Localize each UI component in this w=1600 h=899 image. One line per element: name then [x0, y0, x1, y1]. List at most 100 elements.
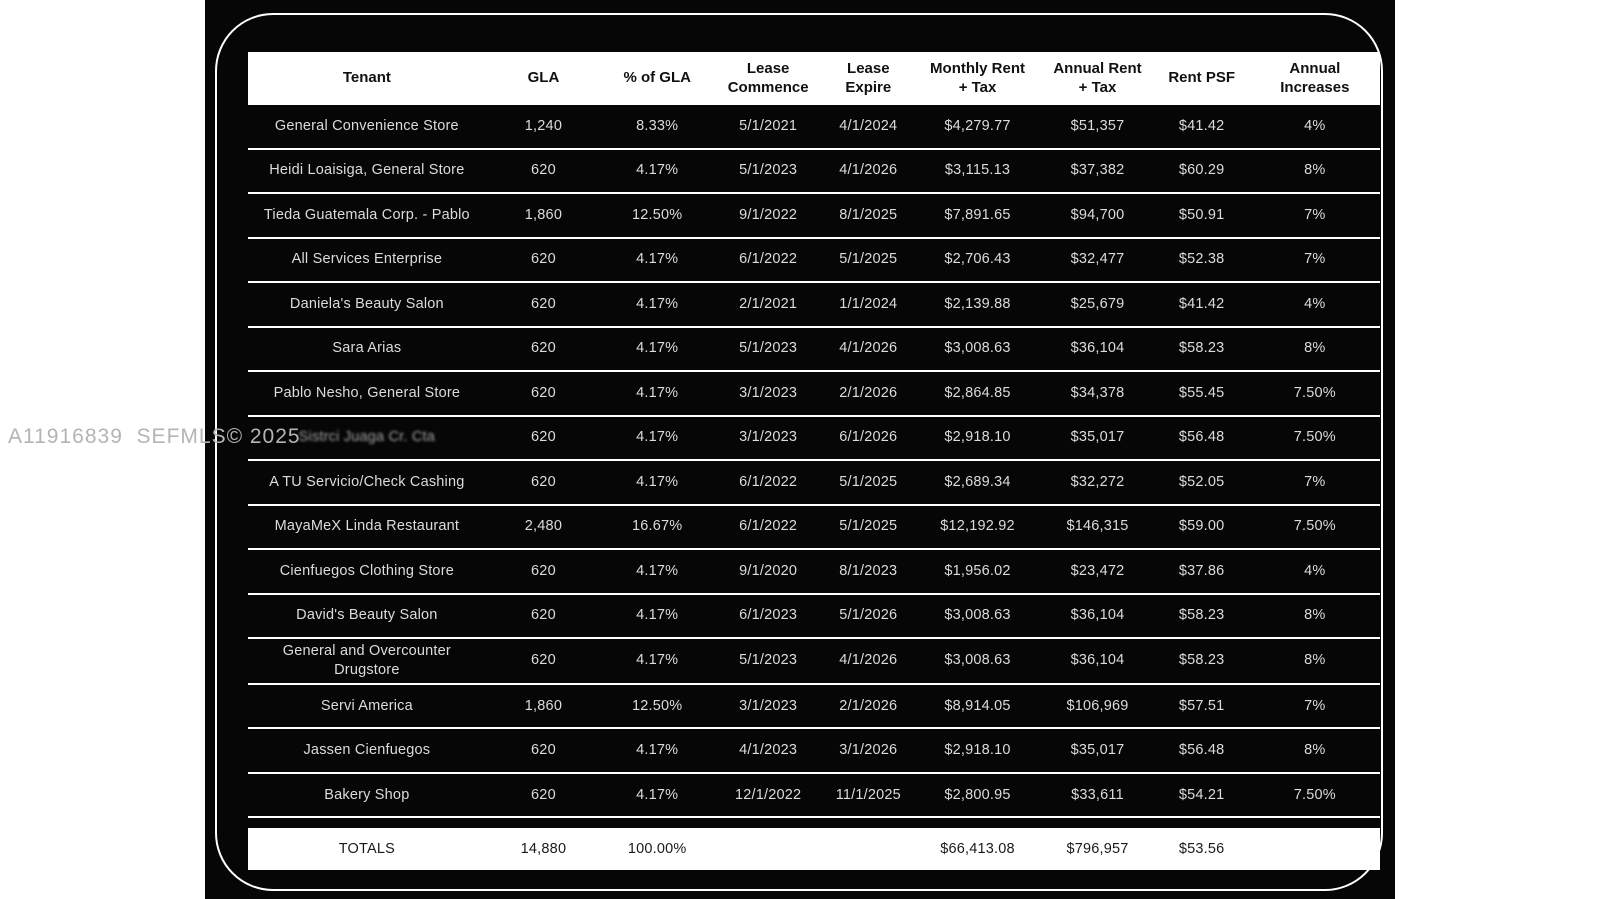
- totals-annual-rent: $796,957: [1066, 840, 1129, 857]
- rent-psf-cell: $41.42: [1178, 117, 1225, 134]
- annual-increase-cell: 8%: [1304, 162, 1326, 179]
- annual-rent-cell: $36,104: [1070, 340, 1125, 357]
- lease-expire-cell: 4/1/2026: [839, 162, 898, 179]
- gla-cell: 620: [531, 607, 556, 624]
- header-rent-psf: Rent PSF: [1168, 69, 1235, 87]
- lease-commence-cell: 5/1/2023: [739, 162, 798, 179]
- table-row: General Convenience Store 1,240 8.33% 5/…: [248, 105, 1380, 150]
- annual-increase-cell: 8%: [1304, 652, 1326, 669]
- table-row: Pablo Nesho, General Store 620 4.17% 3/1…: [248, 372, 1380, 417]
- totals-monthly-rent: $66,413.08: [940, 840, 1015, 857]
- rent-roll-table: Tenant GLA % of GLA Lease Commence Lease…: [248, 52, 1380, 871]
- pct-gla-cell: 4.17%: [636, 162, 679, 179]
- annual-increase-cell: 8%: [1304, 340, 1326, 357]
- lease-expire-cell: 11/1/2025: [835, 786, 901, 803]
- pct-gla-cell: 4.17%: [636, 652, 679, 669]
- rent-psf-cell: $41.42: [1178, 295, 1225, 312]
- totals-pct-gla: 100.00%: [627, 840, 687, 857]
- tenant-cell: Sara Arias: [332, 340, 402, 357]
- header-annual-increases: Annual Increases: [1280, 59, 1350, 96]
- annual-rent-cell: $36,104: [1070, 652, 1125, 669]
- table-row: A TU Servicio/Check Cashing 620 4.17% 6/…: [248, 461, 1380, 506]
- rent-psf-cell: $59.00: [1178, 518, 1225, 535]
- totals-lease-commence: [713, 846, 823, 852]
- lease-commence-cell: 3/1/2023: [739, 697, 798, 714]
- annual-increase-cell: 7.50%: [1293, 518, 1336, 535]
- gla-cell: 620: [531, 384, 556, 401]
- gla-cell: 2,480: [524, 518, 563, 535]
- annual-rent-cell: $23,472: [1070, 562, 1125, 579]
- table-row: MayaMeX Linda Restaurant 2,480 16.67% 6/…: [248, 506, 1380, 550]
- table-body: General Convenience Store 1,240 8.33% 5/…: [248, 105, 1380, 819]
- monthly-rent-cell: $3,008.63: [944, 607, 1011, 624]
- annual-increase-cell: 7%: [1304, 251, 1326, 268]
- monthly-rent-cell: $2,689.34: [944, 473, 1011, 490]
- lease-expire-cell: 2/1/2026: [839, 697, 898, 714]
- gla-cell: 620: [531, 295, 556, 312]
- header-pct-gla: % of GLA: [623, 69, 691, 87]
- annual-increase-cell: 4%: [1304, 295, 1326, 312]
- pct-gla-cell: 12.50%: [632, 206, 683, 223]
- lease-expire-cell: 5/1/2025: [839, 473, 898, 490]
- annual-increase-cell: 4%: [1304, 562, 1326, 579]
- rent-psf-cell: $54.21: [1178, 786, 1225, 803]
- annual-increase-cell: 4%: [1304, 117, 1326, 134]
- annual-rent-cell: $106,969: [1066, 697, 1129, 714]
- tenant-cell: Bakery Shop: [324, 786, 410, 803]
- table-header-row: Tenant GLA % of GLA Lease Commence Lease…: [248, 52, 1380, 105]
- annual-increase-cell: 7%: [1304, 473, 1326, 490]
- tenant-cell: General Convenience Store: [274, 117, 459, 134]
- annual-rent-cell: $35,017: [1070, 429, 1125, 446]
- totals-gla: 14,880: [520, 840, 567, 857]
- lease-commence-cell: 3/1/2023: [739, 384, 798, 401]
- pct-gla-cell: 4.17%: [636, 607, 679, 624]
- annual-increase-cell: 7.50%: [1293, 384, 1336, 401]
- monthly-rent-cell: $7,891.65: [944, 206, 1011, 223]
- tenant-cell: Servi America: [320, 697, 413, 714]
- header-gla: GLA: [527, 69, 560, 87]
- rent-psf-cell: $52.38: [1178, 251, 1225, 268]
- lease-expire-cell: 1/1/2024: [839, 295, 898, 312]
- gla-cell: 620: [531, 162, 556, 179]
- monthly-rent-cell: $2,918.10: [944, 742, 1011, 759]
- table-row: Sistrci Juaga Cr. Cta 620 4.17% 3/1/2023…: [248, 417, 1380, 461]
- annual-rent-cell: $35,017: [1070, 742, 1125, 759]
- tenant-cell: Pablo Nesho, General Store: [273, 384, 461, 401]
- lease-commence-cell: 4/1/2023: [739, 742, 798, 759]
- totals-annual-increase: [1250, 846, 1380, 852]
- lease-commence-cell: 6/1/2022: [739, 251, 798, 268]
- monthly-rent-cell: $3,115.13: [944, 162, 1011, 179]
- mls-watermark: A11916839 SEFMLS© 2025: [8, 425, 301, 448]
- annual-rent-cell: $25,679: [1070, 295, 1125, 312]
- annual-increase-cell: 7%: [1304, 697, 1326, 714]
- monthly-rent-cell: $4,279.77: [944, 117, 1011, 134]
- gla-cell: 620: [531, 340, 556, 357]
- lease-expire-cell: 5/1/2025: [839, 251, 898, 268]
- lease-commence-cell: 6/1/2023: [739, 607, 798, 624]
- rent-psf-cell: $60.29: [1178, 162, 1225, 179]
- monthly-rent-cell: $3,008.63: [944, 652, 1011, 669]
- monthly-rent-cell: $3,008.63: [944, 340, 1011, 357]
- gla-cell: 620: [531, 786, 556, 803]
- lease-commence-cell: 9/1/2020: [739, 562, 798, 579]
- monthly-rent-cell: $1,956.02: [944, 562, 1011, 579]
- header-lease-commence: Lease Commence: [727, 59, 809, 96]
- lease-expire-cell: 5/1/2026: [839, 607, 898, 624]
- pct-gla-cell: 4.17%: [636, 384, 679, 401]
- table-row: Daniela's Beauty Salon 620 4.17% 2/1/202…: [248, 283, 1380, 328]
- lease-expire-cell: 4/1/2026: [839, 340, 898, 357]
- tenant-cell: Cienfuegos Clothing Store: [279, 562, 454, 579]
- lease-expire-cell: 5/1/2025: [839, 518, 898, 535]
- table-row: David's Beauty Salon 620 4.17% 6/1/2023 …: [248, 595, 1380, 639]
- annual-rent-cell: $51,357: [1070, 117, 1125, 134]
- lease-commence-cell: 2/1/2021: [739, 295, 798, 312]
- lease-commence-cell: 12/1/2022: [734, 786, 802, 803]
- annual-rent-cell: $146,315: [1066, 518, 1129, 535]
- lease-expire-cell: 4/1/2026: [839, 652, 898, 669]
- monthly-rent-cell: $2,139.88: [944, 295, 1011, 312]
- lease-commence-cell: 9/1/2022: [739, 206, 798, 223]
- rent-psf-cell: $55.45: [1178, 384, 1225, 401]
- header-tenant: Tenant: [342, 69, 391, 87]
- annual-rent-cell: $37,382: [1070, 162, 1125, 179]
- table-row: Servi America 1,860 12.50% 3/1/2023 2/1/…: [248, 685, 1380, 730]
